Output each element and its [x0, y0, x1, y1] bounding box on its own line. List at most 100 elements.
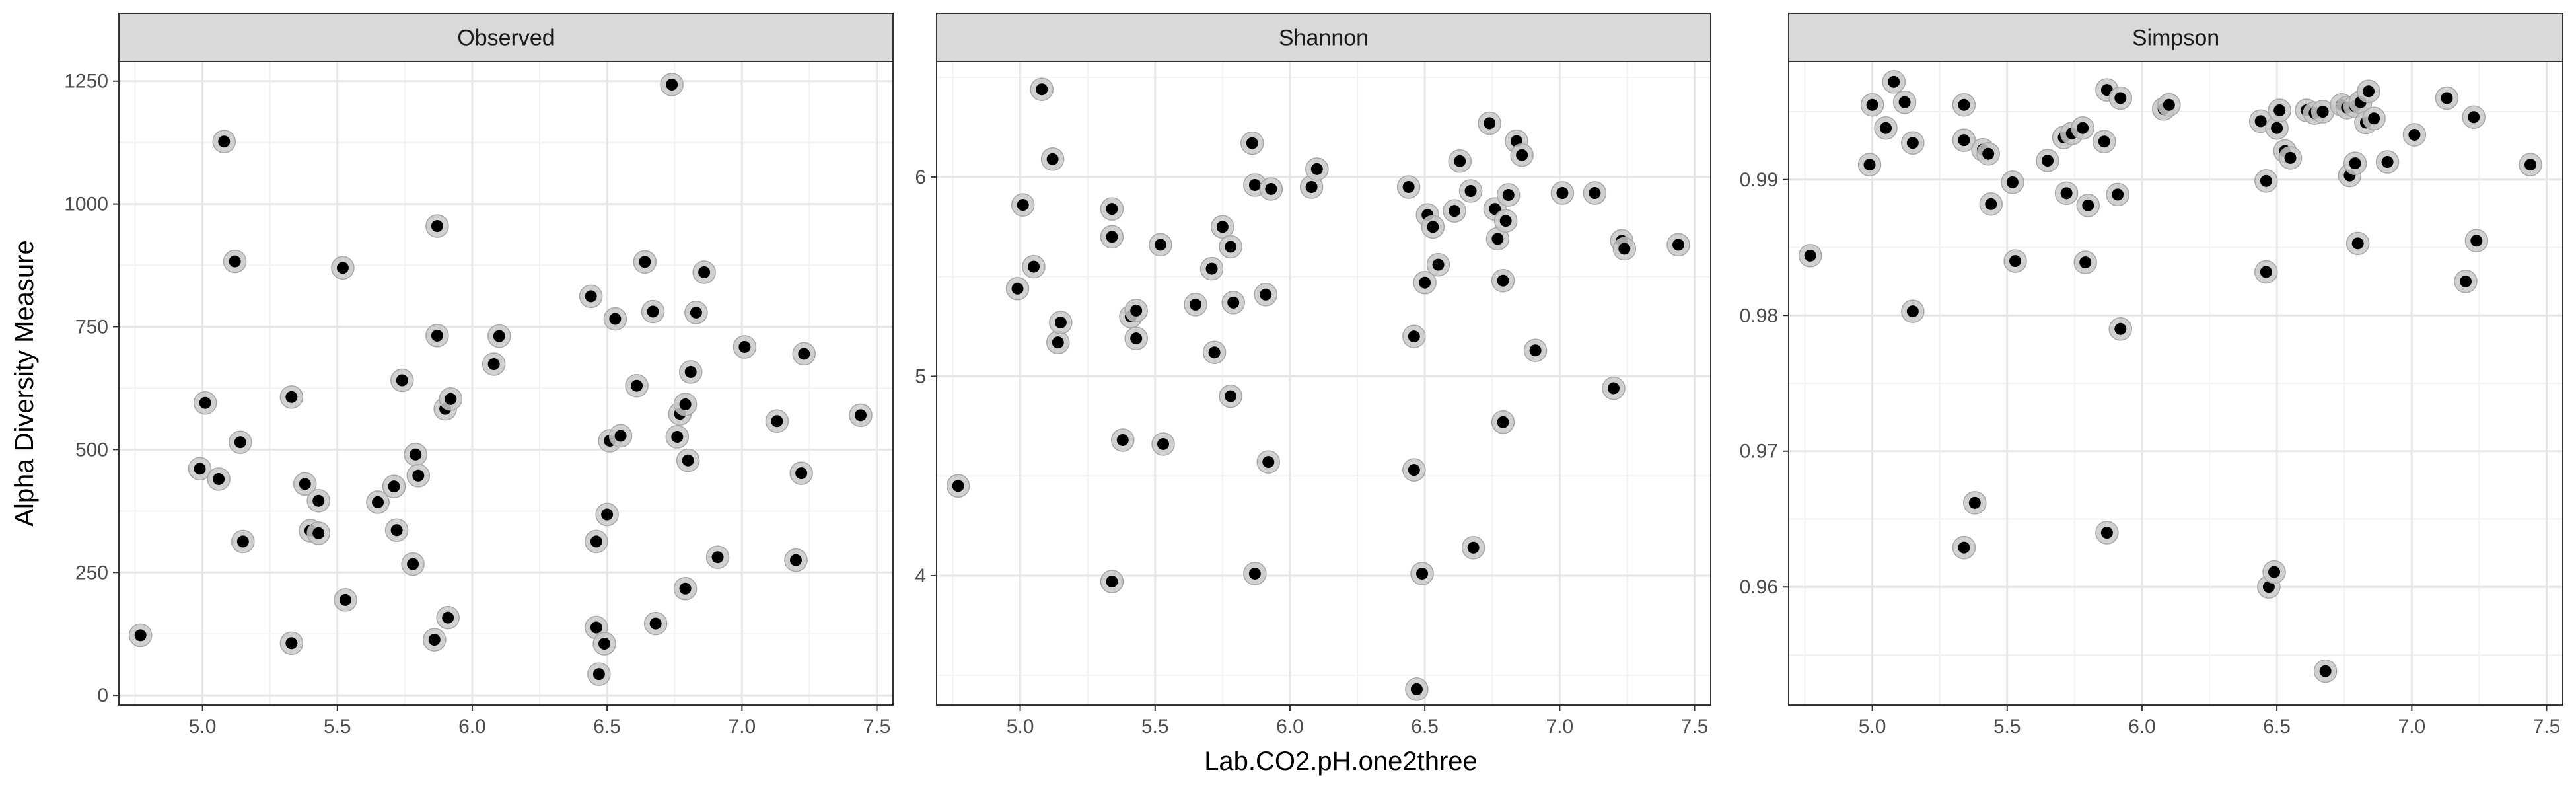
- x-tick-label: 5.5: [1993, 716, 2021, 737]
- data-point-dot: [372, 496, 384, 508]
- data-point-dot: [2362, 85, 2375, 98]
- data-point-dot: [684, 365, 697, 378]
- data-point: [2093, 130, 2116, 153]
- data-point-dot: [1130, 304, 1143, 317]
- y-tick-label: 500: [75, 439, 108, 461]
- data-point: [1857, 153, 1882, 176]
- data-point-dot: [1804, 249, 1816, 262]
- data-point-dot: [671, 431, 684, 443]
- data-point-dot: [2271, 122, 2283, 134]
- x-tick-label: 6.0: [1276, 716, 1304, 737]
- data-point-dot: [1489, 203, 1501, 215]
- data-point: [1952, 128, 1976, 152]
- data-point: [733, 335, 757, 359]
- data-point-dot: [1464, 185, 1477, 198]
- data-point-dot: [412, 469, 425, 482]
- data-point: [1299, 175, 1324, 199]
- data-point: [2095, 521, 2119, 545]
- data-point-dot: [493, 330, 505, 342]
- data-point-dot: [690, 306, 702, 319]
- data-point-dot: [795, 467, 808, 480]
- data-point-dot: [1863, 159, 1876, 171]
- data-point-dot: [2082, 199, 2094, 211]
- data-point-dot: [388, 480, 400, 493]
- data-point-dot: [1589, 187, 1601, 200]
- x-tick-label: 7.0: [1546, 716, 1573, 737]
- data-point-dot: [1427, 221, 1439, 233]
- data-point-dot: [2408, 128, 2421, 141]
- data-point-dot: [771, 415, 783, 428]
- data-point-dot: [590, 621, 602, 634]
- x-tick-label: 6.0: [458, 716, 486, 737]
- data-point: [1523, 338, 1548, 362]
- data-point: [1952, 535, 1976, 560]
- data-point-dot: [1556, 187, 1569, 200]
- panel-observed: Observed 5.0 5.5 6.0 6.5 7.0 7.5 0 250 500 750 1000…: [64, 13, 894, 737]
- data-point-dot: [134, 629, 147, 642]
- data-point: [425, 324, 449, 348]
- data-point: [643, 611, 668, 636]
- facet-strip-label: Simpson: [2132, 26, 2219, 51]
- data-point: [406, 464, 431, 488]
- data-point-dot: [592, 668, 605, 681]
- data-point-dot: [2006, 176, 2019, 188]
- data-point: [1199, 256, 1224, 281]
- data-point-dot: [1880, 122, 1892, 134]
- data-point: [1111, 428, 1135, 452]
- data-point-dot: [1958, 134, 1970, 147]
- data-point-dot: [1958, 98, 1970, 111]
- data-point: [1666, 233, 1690, 257]
- data-point-dot: [2381, 156, 2394, 169]
- data-point-dot: [1205, 262, 1218, 275]
- data-point-dot: [1618, 243, 1631, 255]
- y-tick-label: 0.97: [1740, 441, 1778, 463]
- data-point: [1396, 175, 1421, 199]
- data-point: [1402, 324, 1426, 348]
- data-point: [1612, 237, 1637, 261]
- data-point: [293, 472, 317, 496]
- data-point: [678, 360, 703, 384]
- data-point: [401, 552, 425, 576]
- data-point: [1243, 562, 1267, 585]
- data-point-dot: [1046, 153, 1059, 165]
- data-point: [1219, 235, 1242, 259]
- data-point-dot: [2368, 112, 2380, 125]
- data-point: [2464, 229, 2489, 252]
- y-tick-label: 1000: [64, 194, 108, 215]
- y-tick-label: 0.99: [1740, 169, 1778, 191]
- data-point: [1602, 376, 1626, 400]
- data-point: [1485, 227, 1510, 251]
- data-point: [279, 631, 304, 656]
- data-point-dot: [1106, 231, 1118, 243]
- x-tick-label: 7.5: [2533, 716, 2561, 737]
- data-point: [603, 307, 627, 331]
- data-point-dot: [647, 305, 659, 318]
- data-point-dot: [1262, 456, 1275, 469]
- data-point-dot: [2114, 92, 2127, 104]
- data-point-dot: [2077, 122, 2089, 134]
- data-point: [1100, 570, 1124, 593]
- facet-strip-label: Shannon: [1279, 26, 1369, 51]
- data-point-dot: [312, 527, 325, 539]
- data-point-dot: [2163, 98, 2175, 111]
- data-point: [2462, 105, 2486, 129]
- data-point-dot: [1310, 163, 1323, 175]
- data-point: [2362, 106, 2386, 131]
- data-point-dot: [1028, 260, 1040, 273]
- data-point: [384, 518, 409, 543]
- data-point: [684, 301, 708, 324]
- data-point: [1211, 215, 1234, 239]
- data-point-dot: [1402, 180, 1415, 193]
- data-point: [193, 391, 217, 415]
- data-point-dot: [194, 463, 206, 475]
- data-point-dot: [1130, 332, 1143, 345]
- data-point: [1124, 299, 1148, 322]
- data-point-dot: [213, 472, 225, 485]
- data-point-dot: [2273, 104, 2286, 116]
- data-point-dot: [2524, 159, 2536, 171]
- data-point: [334, 588, 357, 612]
- data-point: [1184, 293, 1207, 317]
- data-point: [2268, 98, 2291, 122]
- x-tick-label: 5.5: [1141, 716, 1169, 737]
- x-tick-label: 6.5: [593, 716, 621, 737]
